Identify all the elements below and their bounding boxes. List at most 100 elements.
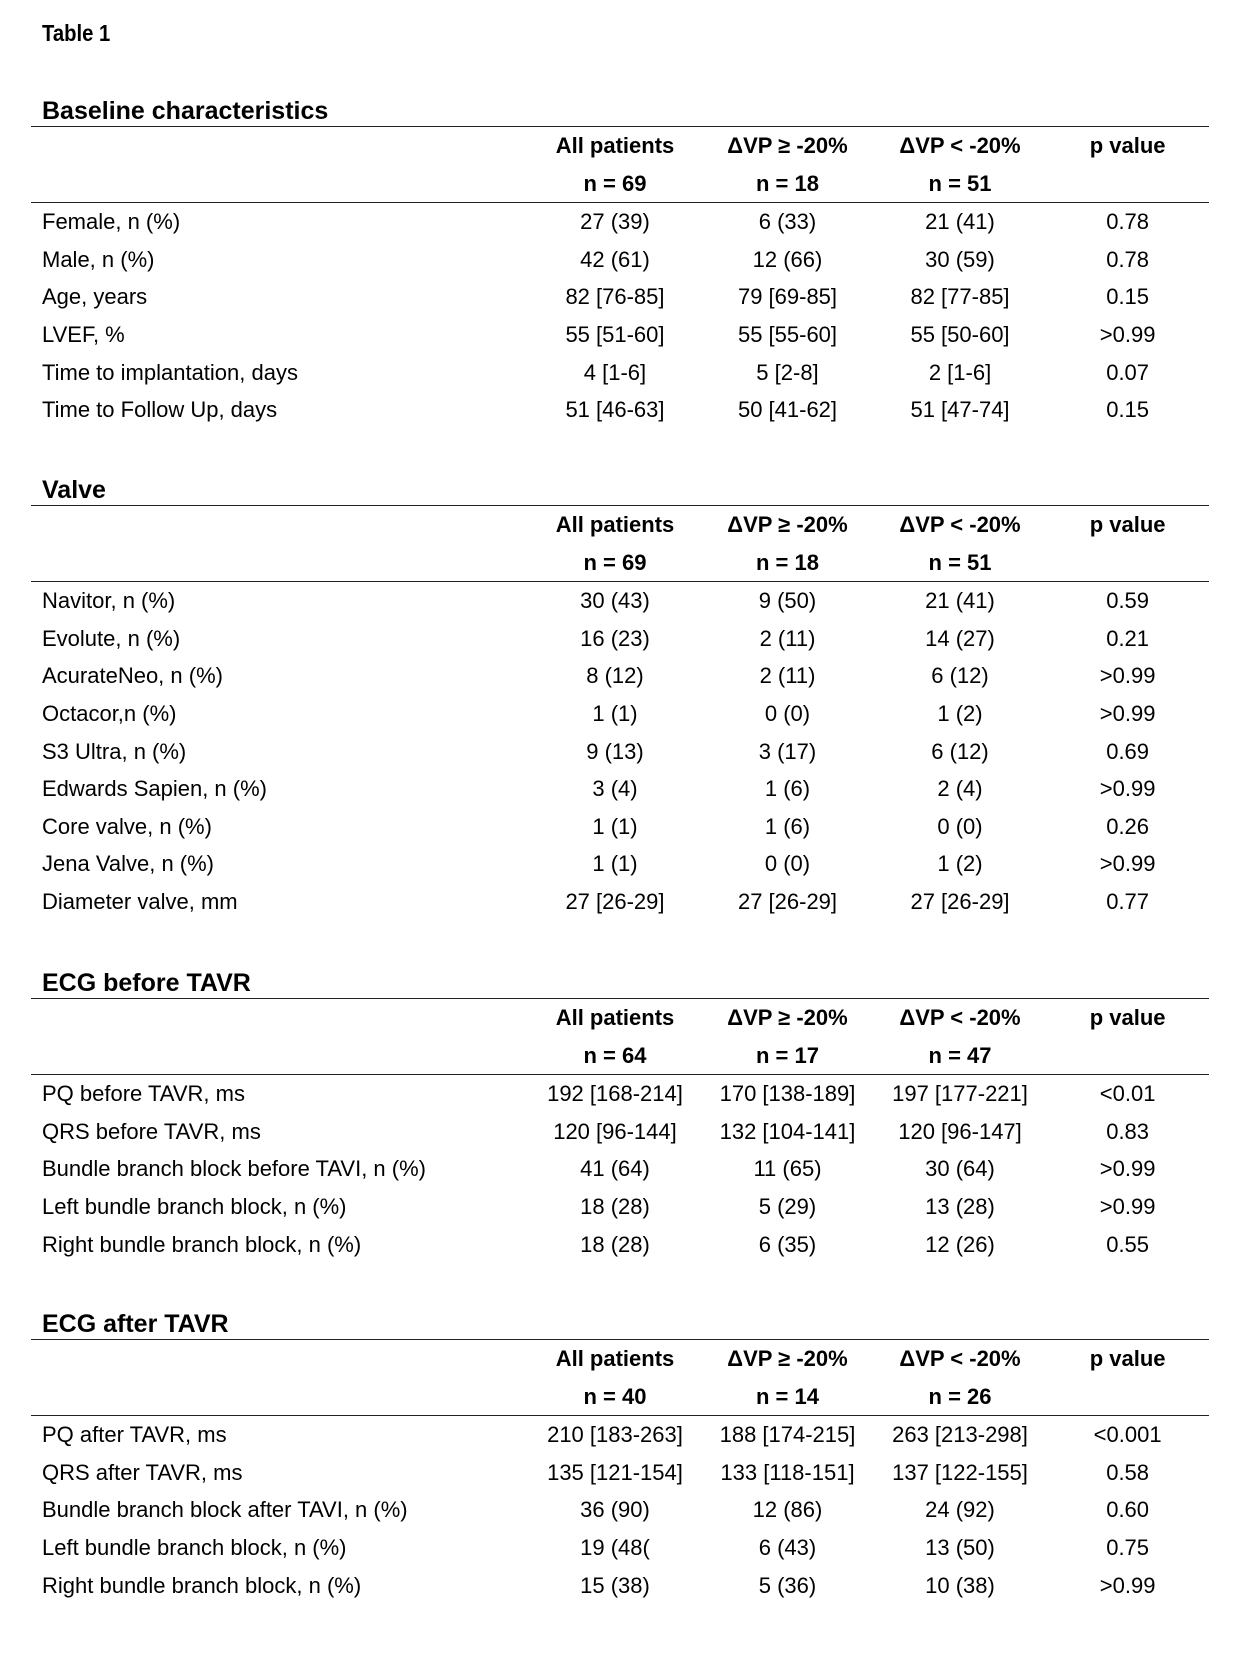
cell-value: 5 (36)	[758, 1572, 817, 1598]
cell-value: 21 (41)	[925, 588, 995, 614]
header-rule	[31, 202, 1209, 204]
table-row: QRS after TAVR, ms 135 [121-154] 133 [118-…	[31, 1454, 1209, 1492]
table-row: AcurateNeo, n (%) 8 (12) 2 (11) 6 (12) >0.99	[31, 657, 1209, 695]
table-row: Navitor, n (%) 30 (43) 9 (50) 21 (41) 0.59	[31, 582, 1209, 620]
sample-size	[1046, 1378, 1209, 1416]
column-header: p value	[1089, 512, 1166, 537]
table-row: Female, n (%) 27 (39) 6 (33) 21 (41) 0.78	[31, 203, 1209, 241]
row-label: Time to implantation, days	[42, 359, 298, 385]
cell-value: >0.99	[1099, 1193, 1156, 1219]
cell-value: 12 (66)	[752, 246, 823, 272]
cell-value: >0.99	[1099, 663, 1156, 689]
cell-value: 30 (64)	[925, 1156, 995, 1182]
row-label: Jena Valve, n (%)	[42, 851, 215, 877]
cell-value: 8 (12)	[586, 663, 644, 689]
cell-value: 0 (0)	[764, 700, 811, 726]
row-label: PQ before TAVR, ms	[42, 1081, 245, 1107]
cell-value: 55 [51-60]	[565, 321, 665, 347]
cell-value: 2 (11)	[759, 663, 816, 689]
cell-value: 12 (26)	[925, 1231, 995, 1257]
cell-value: 0.83	[1106, 1118, 1150, 1144]
cell-value: 55 [50-60]	[910, 321, 1010, 347]
row-label: Female, n (%)	[42, 209, 181, 235]
cell-value: 1 (2)	[937, 851, 983, 877]
column-header-row: All patients ΔVP ≥ -20% ΔVP < -20% p value	[31, 506, 1209, 544]
cell-value: 27 [26-29]	[737, 888, 838, 914]
column-header: All patients	[555, 1346, 675, 1371]
cell-value: 30 (43)	[580, 588, 650, 614]
cell-value: 55 [55-60]	[737, 321, 838, 347]
row-label: LVEF, %	[42, 321, 125, 347]
row-label: Core valve, n (%)	[42, 813, 212, 839]
row-label: Age, years	[42, 284, 148, 310]
column-header: ΔVP ≥ -20%	[727, 512, 848, 537]
cell-value: 5 [2-8]	[756, 359, 819, 385]
sample-size-row: n = 64 n = 17 n = 47	[31, 1037, 1209, 1075]
sample-size: n = 51	[928, 549, 992, 575]
table-title: Table 1	[42, 20, 111, 46]
table-row: Right bundle branch block, n (%) 15 (38) 5…	[31, 1567, 1209, 1605]
table-row: Time to implantation, days 4 [1-6] 5 [2-8]…	[31, 354, 1209, 392]
top-rule	[31, 998, 1209, 999]
cell-value: 6 (12)	[931, 663, 989, 689]
table-row: Bundle branch block after TAVI, n (%) 36 …	[31, 1491, 1209, 1529]
cell-value: 18 (28)	[580, 1193, 650, 1219]
header-spacer	[31, 1340, 552, 1378]
cell-value: 0.15	[1106, 284, 1150, 310]
sample-size	[1046, 544, 1209, 582]
column-header-row: All patients ΔVP ≥ -20% ΔVP < -20% p value	[31, 127, 1209, 165]
cell-value: 3 (17)	[758, 738, 817, 764]
header-spacer	[31, 1378, 552, 1416]
header-rule	[31, 1415, 1209, 1417]
header-spacer	[31, 1037, 552, 1075]
cell-value: 0.21	[1106, 625, 1150, 651]
column-header: ΔVP < -20%	[899, 133, 1021, 158]
cell-value: 6 (33)	[758, 209, 817, 235]
cell-value: 0.60	[1106, 1497, 1150, 1523]
table-row: Male, n (%) 42 (61) 12 (66) 30 (59) 0.78	[31, 241, 1209, 279]
column-header: p value	[1089, 1346, 1166, 1371]
column-header: ΔVP < -20%	[899, 1346, 1021, 1371]
cell-value: 1 (1)	[592, 851, 638, 877]
cell-value: 6 (43)	[758, 1534, 817, 1560]
cell-value: 27 (39)	[580, 209, 650, 235]
top-rule	[31, 126, 1209, 127]
cell-value: <0.01	[1099, 1081, 1156, 1107]
top-rule	[31, 1339, 1209, 1340]
cell-value: 2 (11)	[759, 625, 816, 651]
table-row: Left bundle branch block, n (%) 18 (28) 5 …	[31, 1188, 1209, 1226]
header-rule	[31, 1074, 1209, 1076]
cell-value: >0.99	[1099, 700, 1156, 726]
sample-size-row: n = 69 n = 18 n = 51	[31, 544, 1209, 582]
cell-value: 5 (29)	[758, 1193, 817, 1219]
cell-value: 197 [177-221]	[892, 1081, 1028, 1107]
cell-value: 6 (12)	[931, 738, 989, 764]
column-header: ΔVP ≥ -20%	[727, 1346, 848, 1371]
cell-value: 1 (1)	[592, 700, 638, 726]
section-ecg-after: ECG after TAVR All patients ΔVP ≥ -20% ΔVP …	[31, 1309, 1209, 1604]
row-label: S3 Ultra, n (%)	[42, 738, 187, 764]
cell-value: 51 [46-63]	[565, 397, 665, 423]
cell-value: 30 (59)	[925, 246, 995, 272]
cell-value: 13 (28)	[925, 1193, 995, 1219]
cell-value: 36 (90)	[580, 1497, 650, 1523]
cell-value: 188 [174-215]	[719, 1422, 856, 1448]
header-spacer	[31, 506, 552, 544]
column-header-row: All patients ΔVP ≥ -20% ΔVP < -20% p value	[31, 1340, 1209, 1378]
table-row: Edwards Sapien, n (%) 3 (4) 1 (6) 2 (4) >0.9…	[31, 770, 1209, 808]
column-header: All patients	[555, 133, 675, 158]
cell-value: 41 (64)	[580, 1156, 650, 1182]
row-label: QRS after TAVR, ms	[42, 1459, 243, 1485]
cell-value: 120 [96-147]	[898, 1118, 1022, 1144]
row-label: Diameter valve, mm	[42, 888, 238, 914]
cell-value: 1 (6)	[764, 813, 811, 839]
column-header: p value	[1089, 1005, 1166, 1030]
cell-value: 135 [121-154]	[547, 1459, 683, 1485]
sample-size: n = 26	[928, 1383, 992, 1409]
sample-size: n = 14	[756, 1383, 819, 1409]
cell-value: 0.77	[1106, 888, 1150, 914]
cell-value: 0.75	[1106, 1534, 1150, 1560]
cell-value: 16 (23)	[580, 625, 650, 651]
table-row: S3 Ultra, n (%) 9 (13) 3 (17) 6 (12) 0.69	[31, 733, 1209, 771]
row-label: Navitor, n (%)	[42, 588, 176, 614]
